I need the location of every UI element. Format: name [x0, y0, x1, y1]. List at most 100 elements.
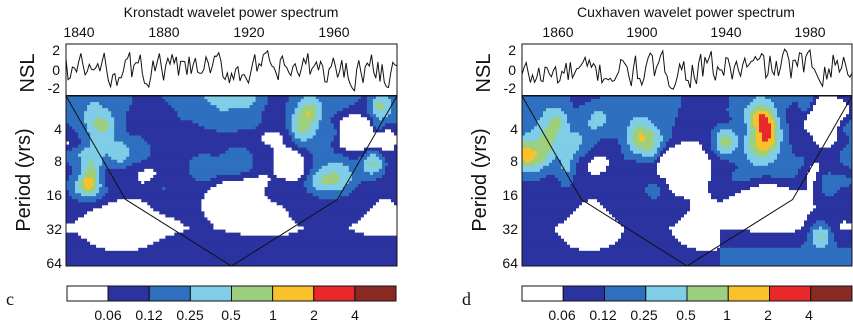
power-cell	[714, 150, 721, 155]
power-cell	[522, 162, 538, 167]
power-cell	[825, 244, 838, 249]
power-cell	[543, 114, 568, 118]
power-cell	[138, 171, 157, 176]
power-cell	[72, 168, 82, 173]
power-cell	[819, 165, 850, 170]
power-cell	[315, 171, 332, 176]
power-cell	[729, 105, 748, 109]
power-cell	[744, 147, 751, 152]
power-cell	[372, 171, 386, 176]
power-cell	[108, 120, 115, 124]
colorbar-swatch	[313, 285, 356, 302]
power-cell	[132, 99, 166, 103]
power-cell	[585, 153, 625, 158]
power-cell	[597, 199, 691, 203]
power-cell	[750, 111, 757, 115]
power-cell	[633, 141, 655, 145]
power-cell	[159, 238, 397, 243]
power-cell	[99, 168, 106, 173]
power-cell	[708, 153, 718, 158]
power-cell	[165, 214, 205, 218]
power-cell	[756, 144, 772, 149]
power-cell	[342, 108, 368, 112]
power-cell	[522, 138, 538, 142]
power-cell	[777, 108, 787, 112]
power-cell	[525, 132, 544, 136]
power-cell	[87, 168, 97, 173]
power-cell	[702, 144, 712, 149]
power-cell	[789, 123, 805, 127]
power-cell	[372, 205, 397, 209]
power-cell	[813, 135, 838, 139]
power-cell	[522, 190, 646, 194]
power-cell	[708, 156, 721, 161]
power-cell	[621, 144, 631, 149]
power-cell	[663, 138, 670, 142]
power-cell	[522, 96, 571, 100]
power-cell	[570, 96, 601, 100]
power-cell	[582, 135, 628, 139]
power-cell	[729, 120, 745, 124]
power-cell	[261, 114, 287, 118]
power-cell	[102, 117, 115, 121]
power-cell	[804, 120, 841, 124]
power-cell	[813, 235, 820, 240]
power-cell	[105, 184, 217, 188]
power-cell	[291, 135, 296, 139]
power-cell	[828, 235, 835, 240]
power-cell	[312, 153, 344, 158]
power-cell	[840, 120, 850, 124]
power-cell	[738, 135, 745, 139]
power-cell	[303, 168, 311, 173]
power-cell	[189, 226, 214, 230]
power-cell	[840, 123, 847, 127]
power-cell	[339, 174, 353, 179]
power-cell	[90, 144, 127, 149]
colorbar-label: 4	[805, 307, 813, 323]
power-cell	[786, 120, 805, 124]
power-cell	[315, 132, 338, 136]
power-cell	[126, 129, 217, 133]
power-cell	[786, 108, 802, 112]
colorbar-swatch	[686, 285, 729, 302]
power-cell	[639, 138, 646, 142]
power-cell	[84, 184, 94, 188]
power-cell	[108, 190, 208, 194]
power-cell	[288, 132, 296, 136]
power-cell	[654, 144, 661, 149]
power-cell	[204, 193, 265, 197]
power-cell	[249, 150, 275, 155]
power-cell	[141, 159, 190, 164]
power-cell	[774, 129, 778, 133]
colorbar-swatch	[562, 285, 605, 302]
power-cell	[150, 153, 199, 158]
power-cell	[792, 144, 820, 149]
power-cell	[78, 217, 175, 221]
power-cell	[576, 208, 607, 212]
power-cell	[75, 184, 79, 188]
power-cell	[522, 226, 556, 230]
power-cell	[654, 153, 661, 158]
power-cell	[303, 184, 314, 188]
power-cell	[384, 105, 392, 109]
power-cell	[66, 174, 70, 179]
power-cell	[735, 168, 799, 173]
power-cell	[522, 174, 547, 179]
power-cell	[330, 171, 338, 176]
power-cell	[612, 214, 685, 218]
power-cell	[780, 117, 787, 121]
nsl-tick-label: 2	[52, 42, 60, 58]
power-cell	[708, 190, 742, 194]
power-cell	[276, 174, 302, 179]
power-cell	[627, 135, 634, 139]
power-cell	[582, 138, 601, 142]
power-cell	[834, 238, 852, 243]
power-cell	[66, 108, 88, 112]
power-cell	[78, 153, 106, 158]
wavelet-power-map	[66, 96, 397, 266]
power-cell	[660, 132, 673, 136]
power-cell	[804, 123, 841, 127]
power-cell	[774, 147, 781, 152]
power-cell	[813, 238, 829, 243]
power-cell	[72, 147, 85, 152]
